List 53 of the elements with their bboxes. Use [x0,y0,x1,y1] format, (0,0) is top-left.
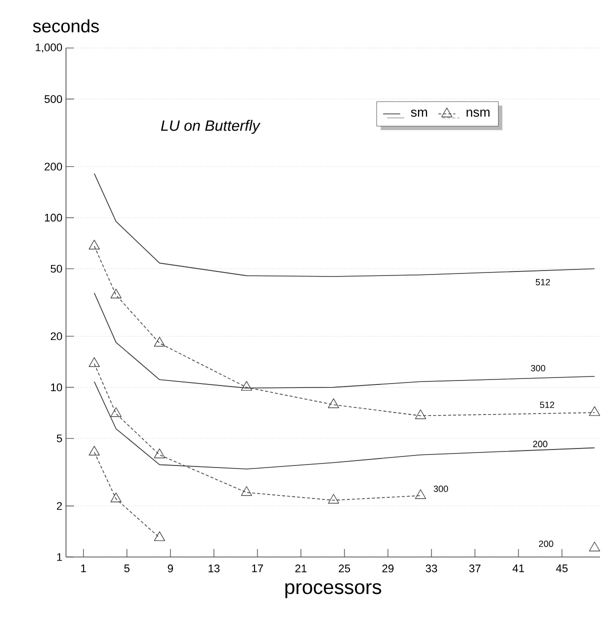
x-tick-label: 45 [556,564,568,572]
point [110,492,122,502]
y-tick-label: 100 [44,214,62,222]
x-tick-label: 33 [426,564,438,572]
point [154,448,166,458]
x-tick-label: 13 [208,564,220,572]
point [88,357,100,367]
annotation: 200 [533,440,548,448]
point [88,240,100,250]
point [88,446,100,456]
point [415,409,426,420]
y-tick-label: 10 [51,383,62,392]
x-tick-label: 1 [81,564,86,572]
annotation: 512 [536,278,550,286]
point [154,336,166,347]
annotation: 300 [434,486,448,492]
x-axis-title: processors [285,583,382,598]
point [328,398,340,408]
legend-label: sm [410,110,428,117]
point [415,489,426,499]
point [110,288,122,298]
y-tick-label: 2 [56,502,62,510]
y-tick-label: 200 [44,162,62,170]
x-tick-label: 41 [512,564,524,572]
x-tick-label: 5 [124,564,130,572]
y-tick-label: 1 [57,553,62,561]
line-series [94,292,595,388]
x-tick-label: 21 [295,564,306,572]
line-series [94,381,595,470]
annotation: 512 [540,402,554,408]
y-axis-title: seconds [32,19,99,32]
point [154,531,166,542]
x-tick-label: 37 [469,564,480,572]
y-tick-label: 500 [44,95,62,103]
text: LU on Butterfly [161,120,261,134]
annotation: 200 [539,540,554,547]
annotation: 300 [530,364,546,372]
x-tick-label: 29 [382,564,394,572]
y-tick-label: 1,000 [36,43,62,53]
point [328,494,340,504]
point [110,407,122,417]
x-tick-label: 9 [168,564,173,572]
point [240,380,252,391]
x-tick-label: 25 [338,564,350,572]
y-tick-label: 5 [56,434,62,442]
x-tick-label: 17 [252,564,263,572]
point [240,486,252,496]
y-tick-label: 20 [50,332,62,340]
point [589,542,600,552]
point [589,406,600,416]
legend-label: nsm [466,110,490,117]
y-tick-label: 50 [50,264,62,273]
line-series [94,173,595,277]
